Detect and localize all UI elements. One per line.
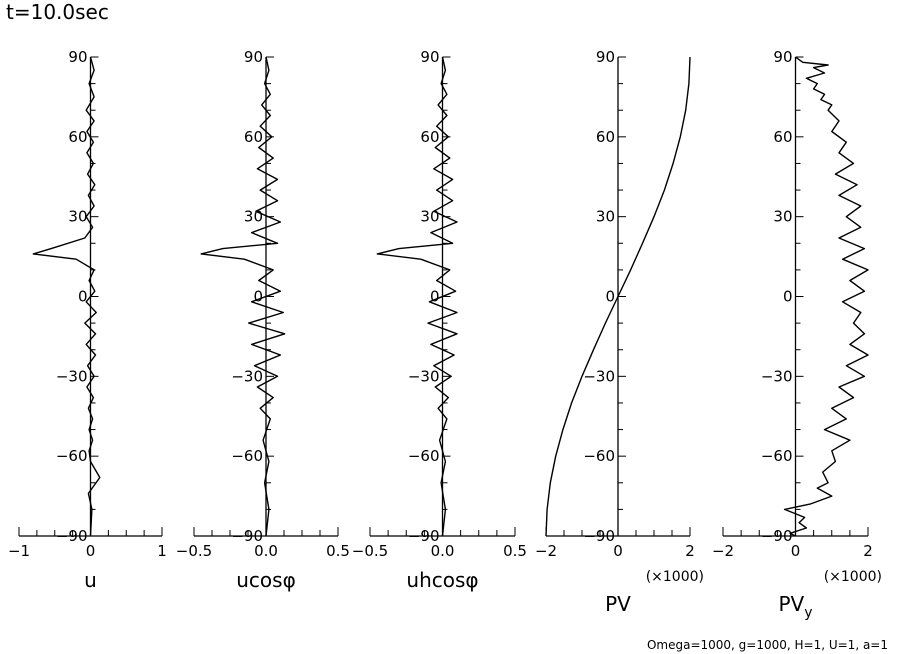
x-tick-label: 0.5 xyxy=(326,542,350,560)
x-tick-label: 0.5 xyxy=(503,542,527,560)
data-line xyxy=(376,56,458,537)
y-tick-label: 30 xyxy=(596,208,615,226)
y-tick-label: −60 xyxy=(761,447,793,465)
y-tick-label: −60 xyxy=(56,447,88,465)
y-tick-label: −60 xyxy=(231,447,263,465)
x-axis-label-subscript: y xyxy=(804,605,812,621)
y-tick-label: 90 xyxy=(773,48,792,66)
x-tick-label: 0.0 xyxy=(431,542,455,560)
y-tick-label: −30 xyxy=(583,367,615,385)
data-line xyxy=(545,56,691,537)
x-axis-label: u xyxy=(84,568,97,592)
x-tick-label: −2 xyxy=(712,542,734,560)
x-axis-label: ucosφ xyxy=(236,568,296,592)
y-tick-label: 0 xyxy=(783,288,793,306)
y-tick-label: −30 xyxy=(231,367,263,385)
y-tick-label: −30 xyxy=(761,367,793,385)
y-tick-label: 90 xyxy=(68,48,87,66)
y-tick-label: 30 xyxy=(773,208,792,226)
y-tick-label: 90 xyxy=(420,48,439,66)
x-tick-label: −0.5 xyxy=(352,542,388,560)
y-tick-label: −30 xyxy=(408,367,440,385)
x-tick-label: −1 xyxy=(8,542,30,560)
x-tick-label: 0 xyxy=(791,542,801,560)
x-tick-label: 2 xyxy=(863,542,873,560)
y-tick-label: −30 xyxy=(56,367,88,385)
x-axis-label: PV xyxy=(605,592,631,616)
y-tick-label: 0 xyxy=(430,288,440,306)
time-label: t=10.0sec xyxy=(6,0,109,24)
y-tick-label: 90 xyxy=(596,48,615,66)
x-tick-label: 0 xyxy=(86,542,96,560)
y-tick-label: 0 xyxy=(78,288,88,306)
x-tick-label: 0.0 xyxy=(254,542,278,560)
y-tick-label: 60 xyxy=(420,128,439,146)
x-tick-label: 1 xyxy=(157,542,167,560)
y-tick-label: 30 xyxy=(68,208,87,226)
data-line xyxy=(32,56,101,537)
params-footer: Omega=1000, g=1000, H=1, U=1, a=1 xyxy=(646,638,888,652)
y-tick-label: 60 xyxy=(244,128,263,146)
data-line xyxy=(783,56,869,537)
y-tick-label: −90 xyxy=(761,527,793,545)
y-tick-label: 90 xyxy=(244,48,263,66)
y-tick-label: −60 xyxy=(408,447,440,465)
y-tick-label: 60 xyxy=(596,128,615,146)
y-tick-label: 0 xyxy=(253,288,263,306)
y-tick-label: −90 xyxy=(583,527,615,545)
y-tick-label: −90 xyxy=(408,527,440,545)
x-axis-label: uhcosφ xyxy=(406,568,478,592)
x-tick-label: −0.5 xyxy=(176,542,212,560)
y-tick-label: −60 xyxy=(583,447,615,465)
axis-multiplier: (×1000) xyxy=(646,569,704,585)
y-tick-label: −90 xyxy=(231,527,263,545)
x-tick-label: 2 xyxy=(685,542,695,560)
y-tick-label: −90 xyxy=(56,527,88,545)
x-tick-label: −2 xyxy=(535,542,557,560)
y-tick-label: 0 xyxy=(605,288,615,306)
data-line xyxy=(200,56,286,537)
y-tick-label: 60 xyxy=(773,128,792,146)
x-tick-label: 0 xyxy=(613,542,623,560)
axis-multiplier: (×1000) xyxy=(824,569,882,585)
y-tick-label: 60 xyxy=(68,128,87,146)
